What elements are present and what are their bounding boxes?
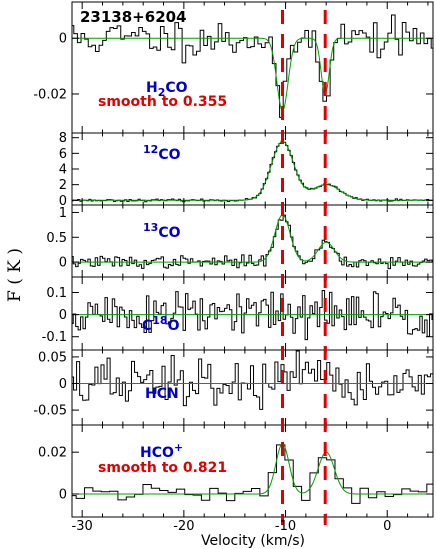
molecule-tail: HCN xyxy=(145,386,179,402)
x-tick-label: 0 xyxy=(383,519,391,534)
observed-spectrum-hcop xyxy=(72,444,433,504)
x-axis: -30 -20 -10 0 xyxy=(72,519,392,534)
y-tick-label-c18o: 0 xyxy=(59,308,67,323)
y-tick-label-hcn: 0.05 xyxy=(38,350,67,365)
y-tick-label-co12: 4 xyxy=(59,163,67,178)
x-tick-label: -20 xyxy=(173,519,194,534)
observed-spectrum-h2co xyxy=(72,14,433,118)
panel-co13: 00.51 xyxy=(46,204,434,278)
molecule-superscript: + xyxy=(174,441,183,454)
molecule-label-c18o: C18O xyxy=(142,314,180,334)
fit-curve-h2co xyxy=(72,37,433,112)
panel-c18o: 0.1 0 -0.1 xyxy=(42,276,434,351)
molecule-main: H xyxy=(146,80,158,96)
molecule-tail: CO xyxy=(158,225,180,241)
observed-spectrum-co12 xyxy=(72,140,433,203)
smoothing-label-h2co: smooth to 0.355 xyxy=(98,94,227,110)
y-tick-label-h2co: -0.02 xyxy=(33,87,67,102)
y-tick-label-hcop: 0.02 xyxy=(38,446,67,461)
panel-frame-co13 xyxy=(71,204,434,278)
y-tick-label-hcn: -0.05 xyxy=(33,404,67,419)
fit-curve-co12 xyxy=(72,140,433,201)
x-tick-label: -30 xyxy=(72,519,93,534)
molecule-superscript: 18 xyxy=(152,314,167,327)
molecule-tail: CO xyxy=(165,80,187,96)
panel-frame-hcop xyxy=(71,424,434,518)
y-tick-label-co13: 1 xyxy=(59,206,67,221)
molecule-label-co12: 12CO xyxy=(143,143,181,163)
fit-curve-co13 xyxy=(72,214,433,263)
y-tick-label-co13: 0 xyxy=(59,256,67,271)
panel-hcn: 0.05 0 -0.05 xyxy=(33,349,434,426)
chart-title: 23138+6204 xyxy=(80,8,187,26)
observed-spectrum-c18o xyxy=(72,290,433,341)
y-tick-label-co12: 0 xyxy=(59,194,67,209)
y-tick-label-hcop: 0 xyxy=(59,488,67,503)
y-tick-label-co12: 2 xyxy=(59,178,67,193)
molecule-superscript: 13 xyxy=(143,221,158,234)
y-tick-label-hcn: 0 xyxy=(59,377,67,392)
y-tick-label-co12: 6 xyxy=(59,147,67,162)
panel-frame-c18o xyxy=(71,276,434,351)
y-tick-label-c18o: 0.1 xyxy=(46,286,67,301)
smoothing-label-hcop: smooth to 0.821 xyxy=(98,460,227,476)
fit-curve-hcop xyxy=(72,443,433,495)
panel-frame-co12 xyxy=(71,132,434,206)
molecule-main: HCO xyxy=(140,445,174,461)
velocity-markers xyxy=(280,10,327,525)
panel-hcop: 0.02 0 xyxy=(38,424,434,518)
molecule-superscript: 12 xyxy=(143,143,158,156)
panel-stack: 0-0.020246800.510.10-0.10.050-0.050.020H… xyxy=(33,1,434,518)
y-tick-label-c18o: -0.1 xyxy=(42,330,67,345)
y-axis-label: F ( K ) xyxy=(5,248,25,302)
observed-spectrum-hcn xyxy=(72,350,433,410)
molecule-label-hcn: HCN xyxy=(145,386,179,402)
x-axis-label: Velocity (km/s) xyxy=(201,533,305,549)
molecule-tail: O xyxy=(168,318,180,334)
molecule-label-h2co: H2CO xyxy=(146,80,188,99)
molecule-main: C xyxy=(142,318,152,334)
y-tick-label-h2co: 0 xyxy=(59,32,67,47)
y-tick-label-co12: 8 xyxy=(59,131,67,146)
molecule-label-hcop: HCO+ xyxy=(140,441,183,461)
molecule-tail: CO xyxy=(158,147,180,163)
molecule-label-co13: 13CO xyxy=(143,221,181,241)
observed-spectrum-co13 xyxy=(72,214,433,270)
y-tick-label-co13: 0.5 xyxy=(46,231,67,246)
molecule-subscript: 2 xyxy=(158,86,166,99)
x-tick-label: -10 xyxy=(275,519,296,534)
